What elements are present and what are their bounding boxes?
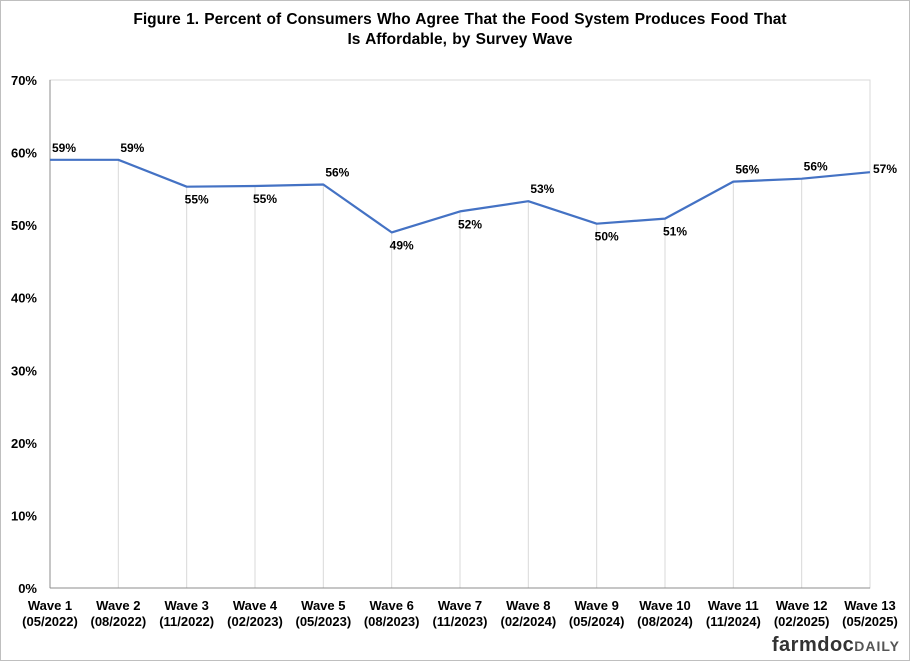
y-tick-label: 30% — [11, 363, 37, 378]
x-tick-sublabel: (05/2024) — [569, 614, 625, 629]
x-tick-sublabel: (02/2024) — [501, 614, 557, 629]
x-tick-label: Wave 1 — [28, 598, 72, 613]
x-tick-label: Wave 9 — [575, 598, 619, 613]
data-label: 50% — [595, 230, 619, 244]
data-label: 56% — [735, 163, 759, 177]
y-tick-label: 20% — [11, 436, 37, 451]
data-label: 55% — [253, 192, 277, 206]
chart-title: Figure 1. Percent of Consumers Who Agree… — [50, 10, 870, 50]
x-tick-sublabel: (02/2023) — [227, 614, 283, 629]
data-label: 49% — [390, 238, 414, 252]
y-tick-label: 60% — [11, 146, 37, 161]
data-label: 52% — [458, 217, 482, 231]
x-tick-sublabel: (11/2022) — [159, 614, 214, 629]
farmdoc-daily-logo: farmdocDAILY — [772, 634, 900, 657]
x-tick-label: Wave 5 — [301, 598, 345, 613]
x-tick-label: Wave 3 — [165, 598, 209, 613]
x-tick-label: Wave 10 — [639, 598, 691, 613]
x-tick-sublabel: (08/2023) — [364, 614, 420, 629]
chart-title-line-1: Figure 1. Percent of Consumers Who Agree… — [133, 11, 787, 28]
series-line — [50, 158, 871, 234]
x-tick-label: Wave 12 — [776, 598, 828, 613]
x-tick-sublabel: (11/2023) — [433, 614, 488, 629]
y-tick-label: 70% — [11, 73, 37, 88]
x-tick-label: Wave 8 — [506, 598, 550, 613]
y-tick-label: 10% — [11, 508, 37, 523]
x-tick-sublabel: (05/2022) — [22, 614, 78, 629]
data-label: 56% — [804, 160, 828, 174]
x-tick-sublabel: (05/2025) — [842, 614, 898, 629]
x-tick-label: Wave 13 — [844, 598, 896, 613]
x-tick-label: Wave 4 — [233, 598, 278, 613]
x-tick-sublabel: (08/2024) — [637, 614, 693, 629]
y-tick-label: 40% — [11, 291, 37, 306]
logo-text-farmdoc: farmdoc — [771, 634, 855, 656]
data-label: 55% — [185, 193, 209, 207]
x-tick-sublabel: (02/2025) — [774, 614, 830, 629]
data-label: 57% — [873, 162, 897, 176]
y-tick-label: 0% — [18, 581, 37, 596]
x-tick-sublabel: (05/2023) — [296, 614, 352, 629]
chart-title-line-2: Is Affordable, by Survey Wave — [347, 31, 573, 48]
data-label: 59% — [52, 141, 76, 155]
x-tick-label: Wave 7 — [438, 598, 482, 613]
data-label: 53% — [530, 182, 554, 196]
x-tick-label: Wave 6 — [370, 598, 414, 613]
x-tick-sublabel: (08/2022) — [91, 614, 147, 629]
x-tick-sublabel: (11/2024) — [706, 614, 761, 629]
data-label: 51% — [663, 225, 687, 239]
data-label: 59% — [120, 141, 144, 155]
x-tick-label: Wave 11 — [708, 598, 759, 613]
data-label: 56% — [325, 166, 349, 180]
logo-text-daily: DAILY — [854, 638, 900, 654]
y-tick-label: 50% — [11, 218, 37, 233]
x-tick-label: Wave 2 — [96, 598, 140, 613]
